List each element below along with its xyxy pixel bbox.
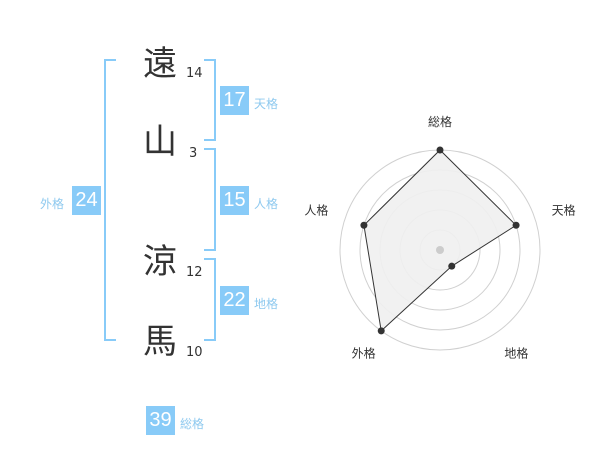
gaikaku-label: 外格 [40,197,65,211]
gaikaku-bracket [104,59,116,341]
radar-axis-label: 外格 [352,346,376,361]
radar-point [436,146,444,154]
name-char: 山 [143,122,177,162]
jinkaku-value: 15 [220,186,249,215]
chikaku-value: 22 [220,286,249,315]
soukaku-label: 総格 [180,417,205,431]
soukaku-value: 39 [146,406,175,435]
name-char: 涼 [143,242,177,282]
radar-point [360,221,368,229]
tenkaku-value: 17 [220,86,249,115]
tenkaku-bracket [204,59,216,141]
radar-axis-label: 地格 [504,346,528,361]
name-char: 馬 [143,322,177,362]
radar-point [377,327,385,335]
jinkaku-bracket [204,148,216,251]
name-char: 遠 [143,44,177,84]
stroke-count: 12 [186,265,203,280]
radar-axis-label: 天格 [552,202,576,217]
gaikaku-value: 24 [72,186,101,215]
stroke-count: 14 [186,66,203,81]
radar-area [363,149,517,332]
radar-axis-label: 人格 [304,202,328,217]
chikaku-bracket [204,258,216,341]
stroke-count: 10 [186,345,203,360]
radar-point [512,221,520,229]
tenkaku-label: 天格 [254,97,279,111]
radar-center [436,246,444,254]
chikaku-label: 地格 [254,297,279,311]
radar-point [448,262,456,270]
stroke-count: 3 [189,146,198,161]
radar-axis-label: 総格 [428,114,452,129]
jinkaku-label: 人格 [254,197,279,211]
